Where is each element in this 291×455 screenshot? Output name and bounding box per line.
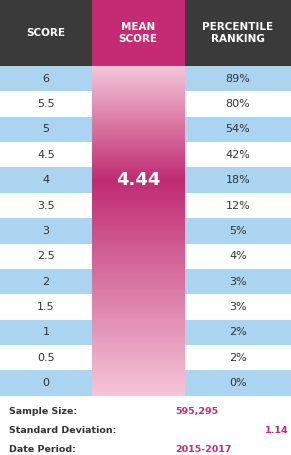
FancyBboxPatch shape [0, 370, 92, 396]
Text: 0.5: 0.5 [37, 353, 55, 363]
FancyBboxPatch shape [92, 0, 185, 66]
Text: Standard Deviation:: Standard Deviation: [9, 426, 119, 435]
FancyBboxPatch shape [185, 117, 291, 142]
FancyBboxPatch shape [0, 91, 92, 117]
Text: Standard Deviation: 1.14: Standard Deviation: 1.14 [9, 426, 143, 435]
Text: 0: 0 [42, 378, 49, 388]
Text: 595,295: 595,295 [175, 407, 218, 416]
FancyBboxPatch shape [0, 167, 92, 193]
FancyBboxPatch shape [0, 218, 92, 243]
FancyBboxPatch shape [185, 218, 291, 243]
Text: 1.14: 1.14 [265, 426, 288, 435]
Text: 2: 2 [42, 277, 49, 287]
Text: 4: 4 [42, 175, 49, 185]
Text: 12%: 12% [226, 201, 250, 211]
FancyBboxPatch shape [185, 269, 291, 294]
FancyBboxPatch shape [185, 167, 291, 193]
Text: MEAN
SCORE: MEAN SCORE [119, 22, 158, 44]
FancyBboxPatch shape [185, 320, 291, 345]
FancyBboxPatch shape [0, 66, 92, 91]
FancyBboxPatch shape [185, 345, 291, 370]
Text: 3: 3 [42, 226, 49, 236]
Text: Date Period:: Date Period: [9, 445, 79, 455]
FancyBboxPatch shape [0, 117, 92, 142]
FancyBboxPatch shape [0, 0, 92, 66]
FancyBboxPatch shape [185, 91, 291, 117]
FancyBboxPatch shape [0, 193, 92, 218]
FancyBboxPatch shape [0, 269, 92, 294]
FancyBboxPatch shape [0, 243, 92, 269]
Text: 3%: 3% [229, 277, 247, 287]
FancyBboxPatch shape [185, 193, 291, 218]
FancyBboxPatch shape [185, 0, 291, 66]
Text: 80%: 80% [226, 99, 250, 109]
FancyBboxPatch shape [185, 370, 291, 396]
Text: 5%: 5% [229, 226, 247, 236]
Text: 2%: 2% [229, 353, 247, 363]
Text: 2015-2017: 2015-2017 [175, 445, 232, 455]
Text: 4.44: 4.44 [116, 171, 160, 189]
Text: Sample Size: 595,295: Sample Size: 595,295 [9, 407, 123, 416]
Text: 4.5: 4.5 [37, 150, 55, 160]
Text: 1.5: 1.5 [37, 302, 55, 312]
Text: Sample Size:: Sample Size: [9, 407, 80, 416]
Text: 54%: 54% [226, 124, 250, 134]
FancyBboxPatch shape [185, 294, 291, 320]
FancyBboxPatch shape [0, 345, 92, 370]
FancyBboxPatch shape [185, 142, 291, 167]
Text: 3%: 3% [229, 302, 247, 312]
FancyBboxPatch shape [0, 294, 92, 320]
Text: 1: 1 [42, 328, 49, 338]
Text: 5: 5 [42, 124, 49, 134]
Text: 2%: 2% [229, 328, 247, 338]
Text: 6: 6 [42, 74, 49, 84]
Text: 89%: 89% [226, 74, 250, 84]
FancyBboxPatch shape [185, 243, 291, 269]
FancyBboxPatch shape [0, 142, 92, 167]
Text: 2.5: 2.5 [37, 251, 55, 261]
Text: 3.5: 3.5 [37, 201, 55, 211]
FancyBboxPatch shape [0, 320, 92, 345]
Text: 5.5: 5.5 [37, 99, 55, 109]
Text: 4%: 4% [229, 251, 247, 261]
Text: PERCENTILE
RANKING: PERCENTILE RANKING [202, 22, 274, 44]
FancyBboxPatch shape [185, 66, 291, 91]
Text: 0%: 0% [229, 378, 247, 388]
Text: Date Period: 2015-2017: Date Period: 2015-2017 [9, 445, 135, 455]
Text: 42%: 42% [226, 150, 250, 160]
Text: 18%: 18% [226, 175, 250, 185]
Text: SCORE: SCORE [26, 28, 65, 38]
